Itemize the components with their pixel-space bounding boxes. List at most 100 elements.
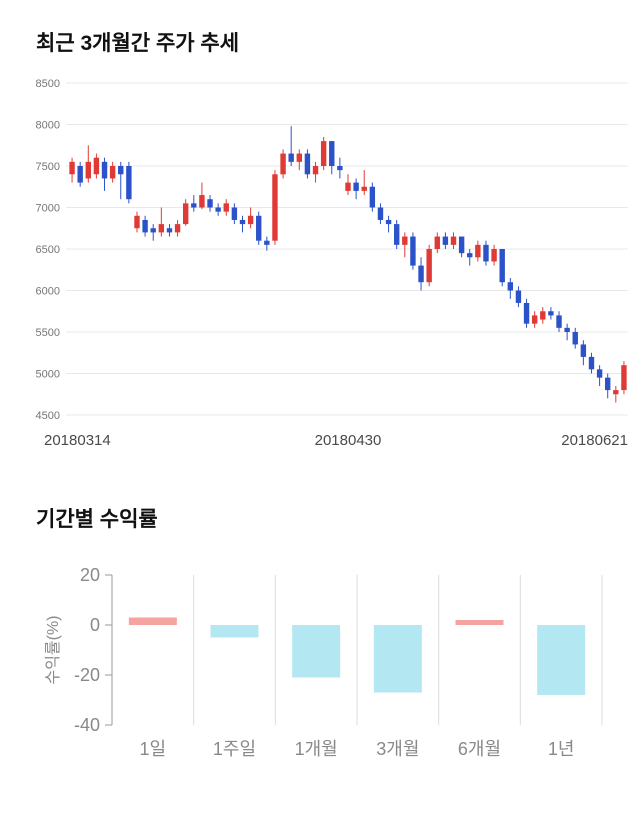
candlestick bbox=[345, 174, 351, 196]
candlestick bbox=[150, 224, 156, 241]
category-label: 6개월 bbox=[458, 739, 501, 759]
returns-chart-title: 기간별 수익률 bbox=[36, 508, 158, 531]
candle-body bbox=[320, 141, 327, 166]
candle-body bbox=[345, 182, 351, 191]
candle-body bbox=[450, 236, 457, 245]
candle-body bbox=[540, 311, 546, 320]
candle-body bbox=[580, 344, 587, 357]
candlestick bbox=[434, 232, 440, 254]
candle-body bbox=[304, 153, 311, 175]
candlestick bbox=[134, 211, 140, 233]
y-axis-tick-label: 5500 bbox=[36, 327, 60, 339]
candlestick bbox=[166, 224, 173, 237]
candlestick bbox=[174, 219, 181, 237]
candlestick bbox=[499, 249, 505, 287]
candlestick bbox=[458, 236, 465, 258]
y-axis-tick-label: 7000 bbox=[36, 203, 60, 215]
category-label: 1주일 bbox=[213, 739, 256, 759]
candle-body bbox=[126, 166, 132, 200]
candle-body bbox=[256, 215, 262, 241]
returns-bar-chart: 20 0 -20 -40 1일 1주일 1개월 3개월 6개월 1년 수익률(%) bbox=[44, 565, 603, 759]
price-chart-title: 최근 3개월간 주가 추세 bbox=[36, 32, 240, 55]
candle-body bbox=[329, 141, 335, 166]
x-axis-tick-label: 20180314 bbox=[44, 432, 111, 449]
candlestick bbox=[85, 145, 91, 183]
candle-body bbox=[207, 199, 213, 208]
candlestick bbox=[377, 203, 384, 225]
candlestick bbox=[256, 211, 262, 245]
candle-body bbox=[556, 315, 562, 328]
candle-body bbox=[280, 153, 286, 175]
y-axis-tick-label: 4500 bbox=[36, 410, 60, 422]
candle-body bbox=[247, 215, 254, 225]
candle-body bbox=[613, 390, 619, 395]
candle-body bbox=[118, 166, 124, 175]
candlestick bbox=[296, 149, 303, 171]
candlestick bbox=[450, 232, 457, 249]
candle-body bbox=[531, 315, 538, 324]
y-axis-tick-label: 6000 bbox=[36, 286, 60, 298]
candlestick bbox=[182, 199, 189, 226]
candlestick bbox=[158, 207, 165, 237]
category-label: 1개월 bbox=[295, 739, 338, 759]
candlestick bbox=[385, 215, 392, 233]
candle-body bbox=[605, 377, 611, 391]
candle-body bbox=[191, 203, 197, 208]
candlestick bbox=[272, 170, 278, 245]
candlestick bbox=[442, 232, 449, 249]
candle-body bbox=[353, 182, 359, 191]
candlestick bbox=[142, 215, 148, 237]
candle-body bbox=[174, 224, 181, 233]
candle-body bbox=[231, 207, 238, 220]
candlestick bbox=[126, 161, 132, 204]
candlestick bbox=[312, 161, 319, 183]
candlestick bbox=[564, 323, 570, 341]
candle-body bbox=[475, 244, 481, 258]
candlestick bbox=[605, 373, 611, 399]
candle-body bbox=[101, 161, 108, 179]
candle-body bbox=[239, 219, 246, 225]
return-bar bbox=[128, 617, 177, 625]
y-axis-tick-label: 6500 bbox=[36, 244, 60, 256]
y-axis-tick-label: 20 bbox=[80, 565, 100, 585]
candle-body bbox=[507, 282, 514, 291]
candle-body bbox=[434, 236, 440, 249]
candlestick-chart: 8500 8000 7500 7000 6500 6000 5500 5000 4500 2018… bbox=[36, 78, 628, 449]
candlestick bbox=[215, 203, 221, 216]
candlestick bbox=[596, 365, 603, 386]
return-bar bbox=[455, 620, 504, 625]
candle-body bbox=[572, 332, 578, 345]
candle-body bbox=[548, 311, 554, 316]
return-bar bbox=[373, 625, 422, 693]
y-axis-tick-label: -40 bbox=[74, 715, 100, 735]
candle-body bbox=[361, 186, 367, 191]
candlestick bbox=[223, 199, 229, 216]
y-axis-tick-label: 5000 bbox=[36, 369, 60, 381]
y-axis-tick-label: 8500 bbox=[36, 78, 60, 90]
candlestick bbox=[393, 219, 400, 249]
candle-body bbox=[467, 253, 473, 258]
candle-body bbox=[515, 290, 522, 303]
candlestick bbox=[361, 170, 367, 196]
candle-body bbox=[621, 365, 627, 391]
return-bar bbox=[537, 625, 586, 695]
candle-body bbox=[158, 224, 165, 233]
candle-body bbox=[264, 240, 270, 245]
price-chart-section: 최근 3개월간 주가 추세 8500 8000 7500 7000 6500 6000 55… bbox=[0, 27, 640, 453]
candle-body bbox=[150, 228, 156, 233]
candlestick bbox=[101, 157, 108, 191]
candle-body bbox=[288, 153, 294, 162]
y-axis-tick-label: 7500 bbox=[36, 161, 60, 173]
candlestick bbox=[199, 182, 205, 210]
candlestick bbox=[621, 361, 627, 395]
candlestick bbox=[118, 161, 124, 200]
return-bar bbox=[292, 625, 341, 678]
candle-body bbox=[199, 195, 205, 208]
candlestick bbox=[320, 136, 327, 171]
candlestick bbox=[239, 215, 246, 233]
candle-body bbox=[166, 228, 173, 233]
candle-body bbox=[588, 356, 595, 370]
candle-body bbox=[296, 153, 303, 162]
candle-body bbox=[85, 161, 91, 179]
candle-body bbox=[312, 166, 319, 175]
